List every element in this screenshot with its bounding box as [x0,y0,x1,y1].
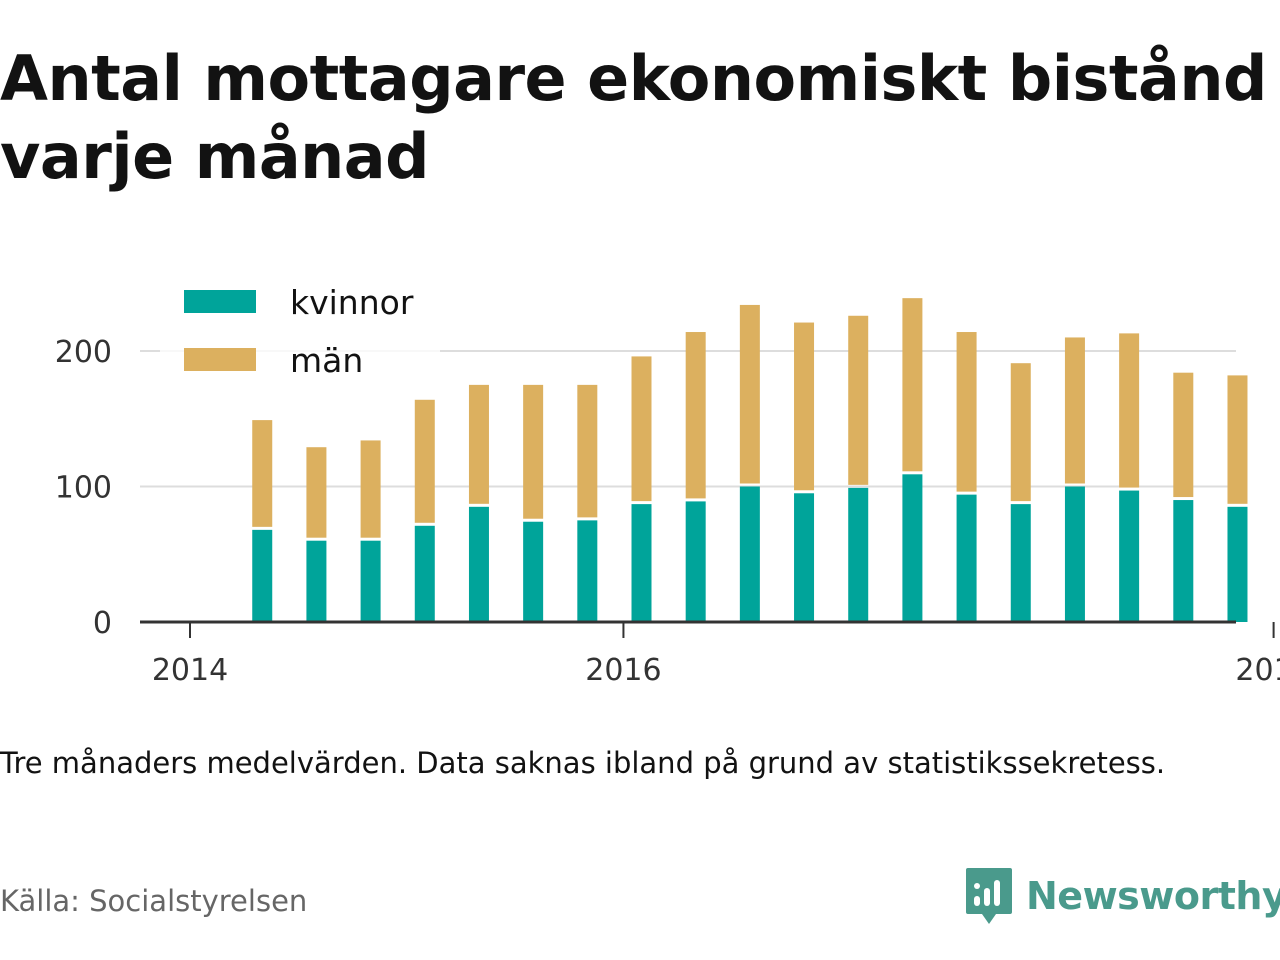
bar-kvinnor [685,501,706,622]
bar-man [631,356,652,502]
y-tick-label: 200 [55,335,112,370]
bars [252,298,1248,622]
bar-kvinnor [1064,486,1085,622]
legend-swatch [184,348,256,371]
bar-kvinnor [414,525,435,622]
x-tick-label: 2019 [1235,653,1280,688]
newsworthy-chart-bubble-icon [966,868,1012,924]
bar-kvinnor [739,486,760,622]
newsworthy-logo: Newsworthy [964,864,1280,928]
legend-swatch [184,290,256,313]
bar-man [523,384,544,519]
bar-kvinnor [360,540,381,622]
bar-man [1227,375,1248,504]
x-tick-label: 2014 [152,653,228,688]
bar-man [794,322,815,491]
bar-kvinnor [306,540,327,622]
bar-kvinnor [1010,504,1031,622]
bar-kvinnor [252,529,273,622]
bar-man [1173,372,1194,498]
chart-note: Tre månaders medelvärden. Data saknas ib… [0,746,1166,780]
y-tick-label: 0 [93,606,112,641]
legend-label: kvinnor [290,283,414,322]
bar-kvinnor [1173,500,1194,622]
source-credit: Källa: Socialstyrelsen [0,884,308,918]
legend-label: män [290,341,363,380]
bar-man [848,315,869,485]
bar-kvinnor [1227,506,1248,622]
axes: 20142016201920212023 [140,620,1280,688]
brand-name: Newsworthy [1026,874,1280,918]
bar-man [306,447,327,538]
bar-man [739,304,760,484]
bar-man [1119,333,1140,488]
bar-kvinnor [794,493,815,622]
bar-man [956,332,977,492]
bar-kvinnor [956,494,977,622]
bar-man [577,384,598,518]
bar-man [1064,337,1085,484]
bar-man [685,332,706,499]
bar-man [414,399,435,523]
bar-man [1010,363,1031,502]
bar-kvinnor [848,487,869,622]
bar-kvinnor [523,521,544,622]
bar-kvinnor [1119,490,1140,622]
legend: kvinnor män [160,266,440,398]
bar-kvinnor [577,520,598,622]
bar-kvinnor [468,506,489,622]
chart-title: Antal mottagare ekonomiskt bistånd varje… [0,42,1267,193]
bar-man [252,420,273,527]
bar-kvinnor [631,504,652,622]
bar-man [902,298,923,472]
bar-kvinnor [902,474,923,622]
bar-man [360,440,381,538]
y-tick-label: 100 [55,471,112,506]
bar-man [468,384,489,504]
x-tick-label: 2016 [585,653,661,688]
